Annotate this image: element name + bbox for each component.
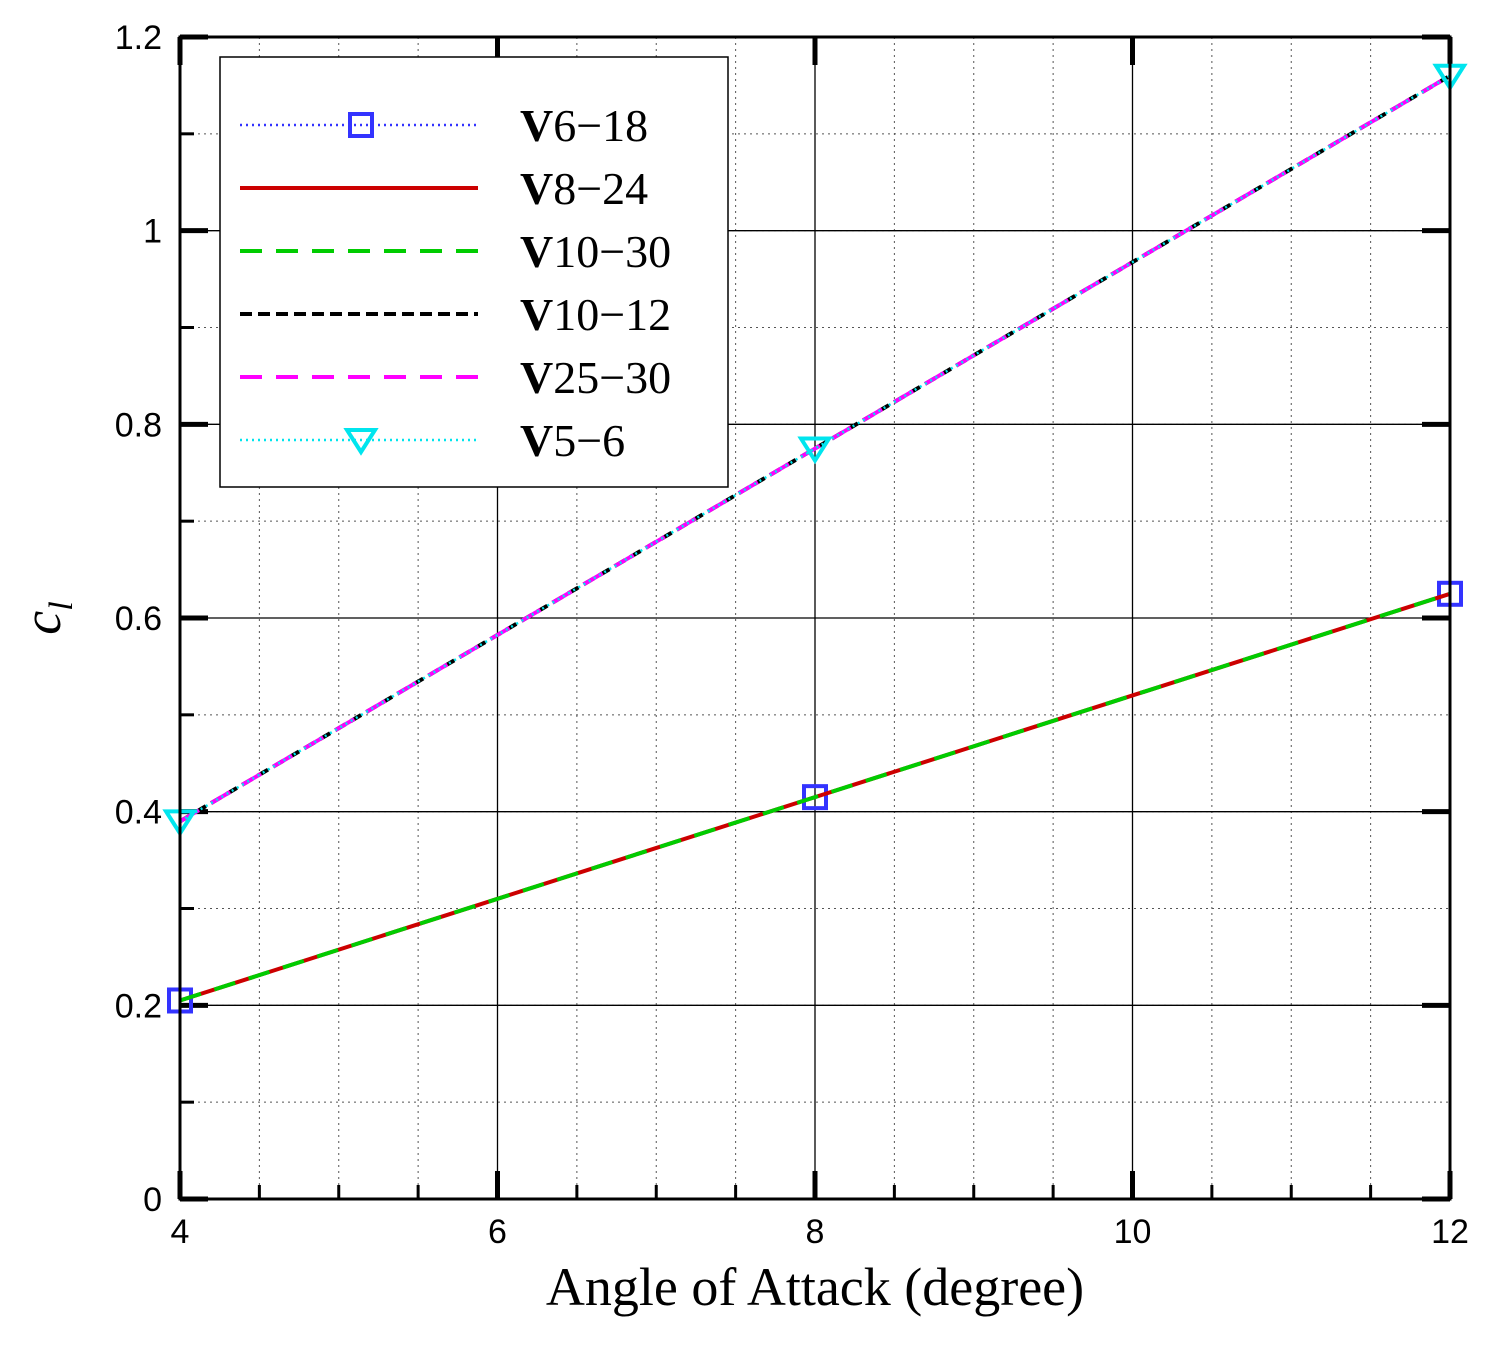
legend-label-3: V10−12 — [520, 289, 671, 340]
legend: V6−18 V8−24 V10−30 V10−12 V25−30 V5−6 — [219, 56, 729, 488]
legend-label-4: V25−30 — [520, 352, 671, 403]
y-axis-title-subscript: l — [43, 601, 80, 610]
y-tick-label: 0.8 — [115, 406, 162, 444]
y-tick-label: 0 — [143, 1181, 162, 1219]
y-axis-title: cl — [12, 601, 80, 634]
x-tick-label: 4 — [171, 1213, 190, 1251]
legend-box — [219, 56, 729, 488]
y-tick-label: 1.2 — [115, 19, 162, 57]
y-tick-label: 0.4 — [115, 794, 162, 832]
series-marker-0 — [802, 784, 828, 811]
series-lines — [162, 63, 1468, 1014]
y-tick-label: 1 — [143, 213, 162, 251]
legend-label-5: V5−6 — [520, 415, 625, 466]
legend-marker-0 — [348, 112, 374, 138]
x-tick-label: 8 — [806, 1213, 825, 1251]
x-tick-label: 10 — [1114, 1213, 1152, 1251]
tick-labels: 4 6 8 10 12 0 0.2 0.4 0.6 0.8 1 1.2 — [115, 19, 1469, 1251]
x-tick-label: 12 — [1431, 1213, 1469, 1251]
legend-marker-5 — [343, 428, 379, 456]
series-line-2 — [179, 591, 1451, 1003]
y-tick-label: 0.2 — [115, 987, 162, 1025]
plot-frame — [178, 35, 1452, 1201]
x-tick-label: 6 — [488, 1213, 507, 1251]
series-line-4 — [178, 74, 1452, 824]
y-tick-label: 0.6 — [115, 600, 162, 638]
legend-label-2: V10−30 — [520, 226, 671, 277]
x-axis-title: Angle of Attack (degree) — [546, 1257, 1084, 1317]
y-axis-title-main: c — [12, 611, 72, 635]
legend-label-0: V6−18 — [520, 100, 648, 151]
series-marker-5 — [797, 436, 833, 465]
legend-label-1: V8−24 — [520, 163, 648, 214]
